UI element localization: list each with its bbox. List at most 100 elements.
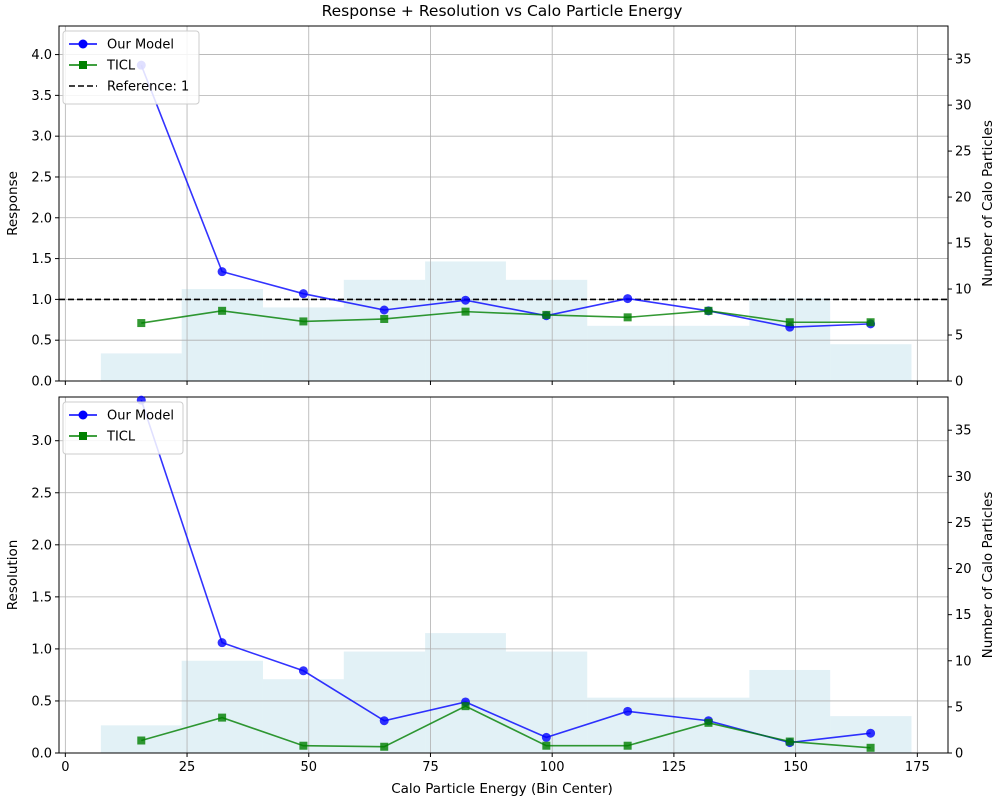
y-tick-label: 1.0	[31, 293, 52, 308]
ticl-point	[380, 742, 389, 751]
y2-tick-label: 10	[955, 654, 972, 669]
ticl-point	[542, 741, 551, 750]
y-tick-label: 0.5	[31, 334, 52, 349]
histogram-bar	[425, 633, 506, 753]
response-panel: 0.0 0.5 1.0 1.5 2.0 2.5 3.0 3.5 4.0 0 5 10 15 20 25 30 3…	[5, 25, 996, 390]
ticl-point	[218, 306, 227, 315]
y2-tick-label: 5	[955, 700, 963, 715]
legend-label: Our Model	[107, 409, 174, 424]
x-tick-label: 0	[61, 760, 69, 775]
y-tick-label: 0.0	[31, 747, 52, 762]
y-axis-label: Response	[5, 171, 21, 236]
y2-tick-label: 30	[955, 99, 972, 114]
our-model-point	[217, 267, 227, 277]
legend-marker	[78, 39, 88, 49]
y-tick-label: 0.5	[31, 694, 52, 709]
y2-tick-label: 25	[955, 145, 972, 160]
y-tick-label: 4.0	[31, 48, 52, 63]
ticl-point	[623, 313, 632, 322]
y-axis-label: Resolution	[5, 540, 21, 611]
y-tick-label: 1.5	[31, 252, 52, 267]
resolution-panel: 0 25 50 75 100 125 150 1750.00.51.01.52.02.53.0…	[5, 395, 996, 775]
our-model-line	[140, 64, 871, 328]
our-model-point	[379, 305, 389, 315]
histogram-bar	[830, 344, 912, 381]
ticl-point	[137, 736, 146, 745]
legend-marker	[78, 410, 88, 420]
histogram-bar	[343, 651, 426, 753]
our-model-point	[623, 294, 633, 304]
legend-label: Reference: 1	[107, 80, 189, 95]
our-model-point	[623, 706, 633, 716]
ticl-point	[380, 314, 389, 323]
histogram-bar	[100, 353, 182, 381]
y-tick-label: 3.5	[31, 89, 52, 104]
legend-label: Our Model	[107, 38, 174, 53]
histogram-bar	[425, 261, 506, 381]
our-model-point	[298, 666, 308, 676]
our-model-point	[866, 728, 876, 738]
y-tick-label: 2.5	[31, 170, 52, 185]
histogram-bar	[181, 289, 263, 381]
histogram-bar	[262, 679, 344, 753]
x-tick-label: 150	[783, 760, 808, 775]
y-tick-label: 2.5	[31, 486, 52, 501]
histogram-bar	[749, 298, 831, 381]
ticl-point	[461, 307, 470, 316]
chart-title: Response + Resolution vs Calo Particle E…	[322, 2, 683, 20]
y2-tick-label: 15	[955, 237, 972, 252]
y2-tick-label: 35	[955, 53, 972, 68]
ticl-point	[866, 318, 875, 327]
our-model-point	[298, 289, 308, 299]
histogram-bar	[181, 660, 263, 753]
y-tick-label: 2.0	[31, 538, 52, 553]
y2-axis-label: Number of Calo Particles	[980, 492, 996, 659]
legend-marker	[79, 432, 87, 440]
our-model-point	[461, 295, 471, 305]
ticl-line	[141, 705, 871, 749]
ticl-point	[461, 702, 470, 711]
ticl-point	[542, 310, 551, 319]
ticl-point	[299, 317, 308, 326]
ticl-point	[704, 718, 713, 727]
plot-frame	[58, 25, 949, 382]
ticl-point	[785, 318, 794, 327]
x-axis-label: Calo Particle Energy (Bin Center)	[391, 781, 613, 797]
y2-tick-label: 10	[955, 283, 972, 298]
histogram-bar	[668, 325, 750, 381]
x-tick-label: 25	[179, 760, 196, 775]
x-tick-label: 50	[300, 760, 317, 775]
x-tick-label: 175	[905, 760, 930, 775]
ticl-point	[623, 741, 632, 750]
legend-marker	[79, 61, 87, 69]
x-tick-label: 100	[540, 760, 565, 775]
our-model-point	[541, 732, 551, 742]
y2-axis-label: Number of Calo Particles	[980, 120, 996, 287]
y2-tick-label: 35	[955, 424, 972, 439]
y-tick-label: 3.0	[31, 130, 52, 145]
y-tick-label: 1.5	[31, 590, 52, 605]
y-tick-label: 3.0	[31, 434, 52, 449]
ticl-point	[866, 743, 875, 752]
our-model-point	[379, 716, 389, 726]
y2-tick-label: 0	[955, 375, 963, 390]
y2-tick-label: 5	[955, 329, 963, 344]
y-tick-label: 0.0	[31, 375, 52, 390]
histogram-bar	[587, 325, 669, 381]
y2-tick-label: 25	[955, 516, 972, 531]
y2-tick-label: 20	[955, 562, 972, 577]
y2-tick-label: 15	[955, 608, 972, 623]
y-tick-label: 2.0	[31, 211, 52, 226]
y2-tick-label: 20	[955, 191, 972, 206]
ticl-point	[299, 741, 308, 750]
y2-tick-label: 30	[955, 470, 972, 485]
x-tick-label: 125	[661, 760, 686, 775]
ticl-line	[141, 310, 871, 324]
ticl-point	[137, 319, 146, 328]
ticl-point	[785, 737, 794, 746]
legend-label: TICL	[106, 430, 136, 445]
ticl-point	[218, 713, 227, 722]
our-model-point	[217, 638, 227, 648]
y-tick-label: 1.0	[31, 642, 52, 657]
